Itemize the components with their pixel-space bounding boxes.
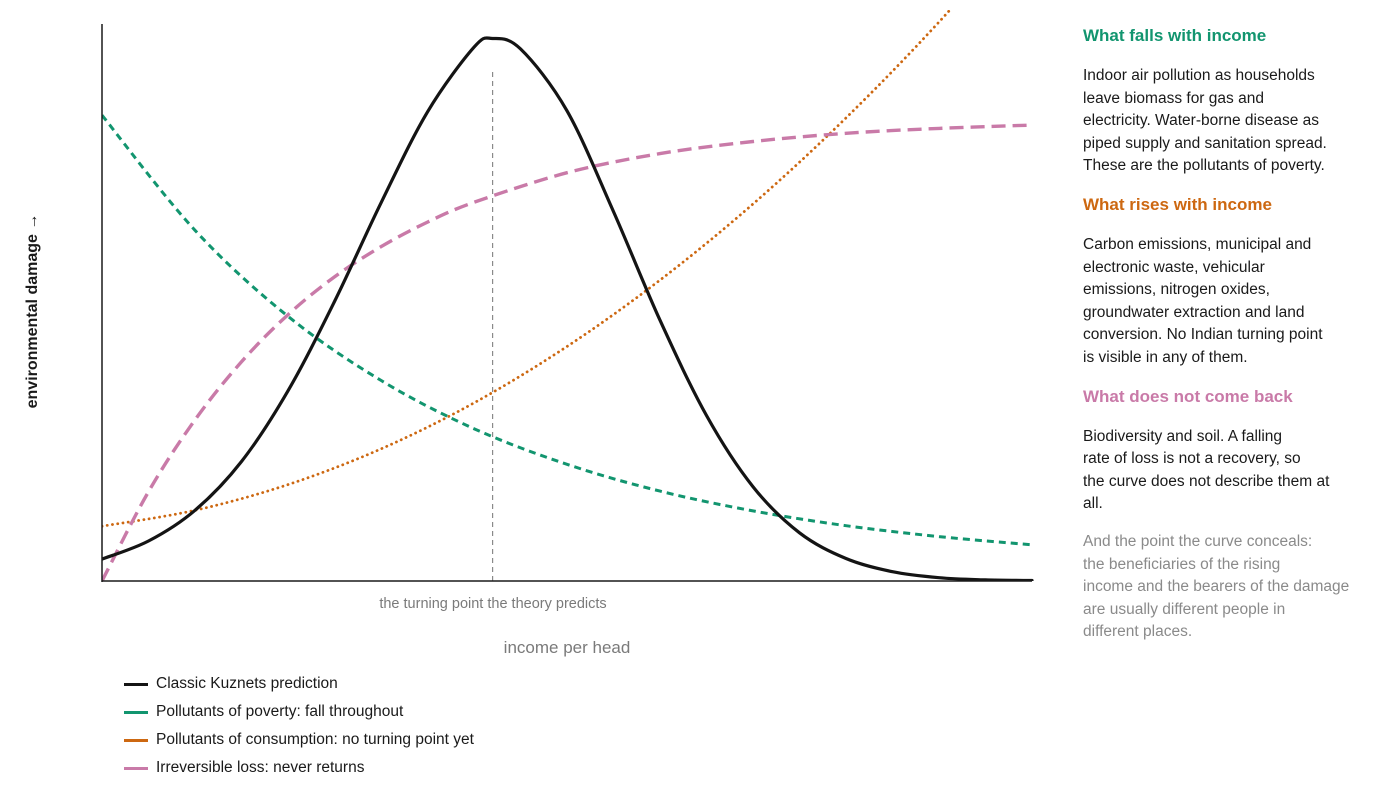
legend-item-irreversible: Irreversible loss: never returns: [124, 754, 474, 782]
text-line: Carbon emissions, municipal and: [1083, 235, 1312, 253]
legend-swatch: [124, 766, 148, 770]
legend-swatch: [124, 682, 148, 686]
legend-item-poverty: Pollutants of poverty: fall throughout: [124, 698, 474, 726]
series-poverty-line: [102, 114, 1033, 547]
text-line: leave biomass for gas and: [1083, 89, 1264, 107]
text-line: different places.: [1083, 623, 1193, 641]
text-line: are usually different people in: [1083, 600, 1286, 618]
side-notes: What falls with income Indoor air pollut…: [1083, 24, 1383, 644]
x-axis-label: income per head: [504, 638, 631, 657]
text-line: Biodiversity and soil. A falling: [1083, 427, 1283, 445]
plot-area: [102, 10, 1034, 581]
turning-point-annotation: the turning point the theory predicts: [379, 596, 606, 612]
text-line: These are the pollutants of poverty.: [1083, 157, 1325, 175]
text-line: rate of loss is not a recovery, so: [1083, 450, 1301, 468]
text-line: income and the bearers of the damage: [1083, 578, 1350, 596]
text-line: emissions, nitrogen oxides,: [1083, 281, 1270, 299]
text-line: And the point the curve conceals:: [1083, 532, 1313, 550]
legend-item-kuznets: Classic Kuznets prediction: [124, 670, 474, 698]
text-line: Indoor air pollution as households: [1083, 67, 1315, 84]
loss-heading: What does not come back: [1083, 386, 1293, 406]
text-line: all.: [1083, 495, 1103, 513]
rises-heading: What rises with income: [1083, 194, 1272, 214]
text-line: the curve does not describe them at: [1083, 472, 1330, 490]
kuznets-chart: the turning point the theory predicts in…: [24, 10, 1034, 657]
legend-label: Irreversible loss: never returns: [156, 759, 365, 776]
chart-legend: Classic Kuznets prediction Pollutants of…: [124, 670, 474, 782]
legend-swatch: [124, 738, 148, 742]
concealed-note: And the point the curve conceals: the ben…: [1083, 531, 1383, 644]
series-kuznets-line: [102, 36, 1034, 581]
legend-label: Classic Kuznets prediction: [156, 675, 338, 692]
text-line: conversion. No Indian turning point: [1083, 326, 1323, 344]
loss-text: Biodiversity and soil. A falling rate of …: [1083, 426, 1383, 516]
text-line: groundwater extraction and land: [1083, 303, 1305, 321]
text-line: electricity. Water-borne disease as: [1083, 112, 1320, 130]
legend-label: Pollutants of poverty: fall throughout: [156, 703, 404, 720]
text-line: the beneficiaries of the rising: [1083, 555, 1281, 573]
y-axis-label: environmental damage →: [24, 214, 41, 409]
legend-swatch: [124, 710, 148, 714]
falls-heading: What falls with income: [1083, 26, 1267, 45]
rises-text: Carbon emissions, municipal and electroni…: [1083, 234, 1383, 370]
text-line: electronic waste, vehicular: [1083, 258, 1265, 276]
series-irreversible-line: [102, 123, 1033, 581]
series-consumption-line: [102, 10, 952, 528]
text-line: piped supply and sanitation spread.: [1083, 134, 1327, 152]
falls-text: Indoor air pollution as households leave …: [1083, 65, 1383, 178]
text-line: is visible in any of them.: [1083, 348, 1248, 366]
legend-item-consumption: Pollutants of consumption: no turning po…: [124, 726, 474, 754]
legend-label: Pollutants of consumption: no turning po…: [156, 731, 474, 748]
